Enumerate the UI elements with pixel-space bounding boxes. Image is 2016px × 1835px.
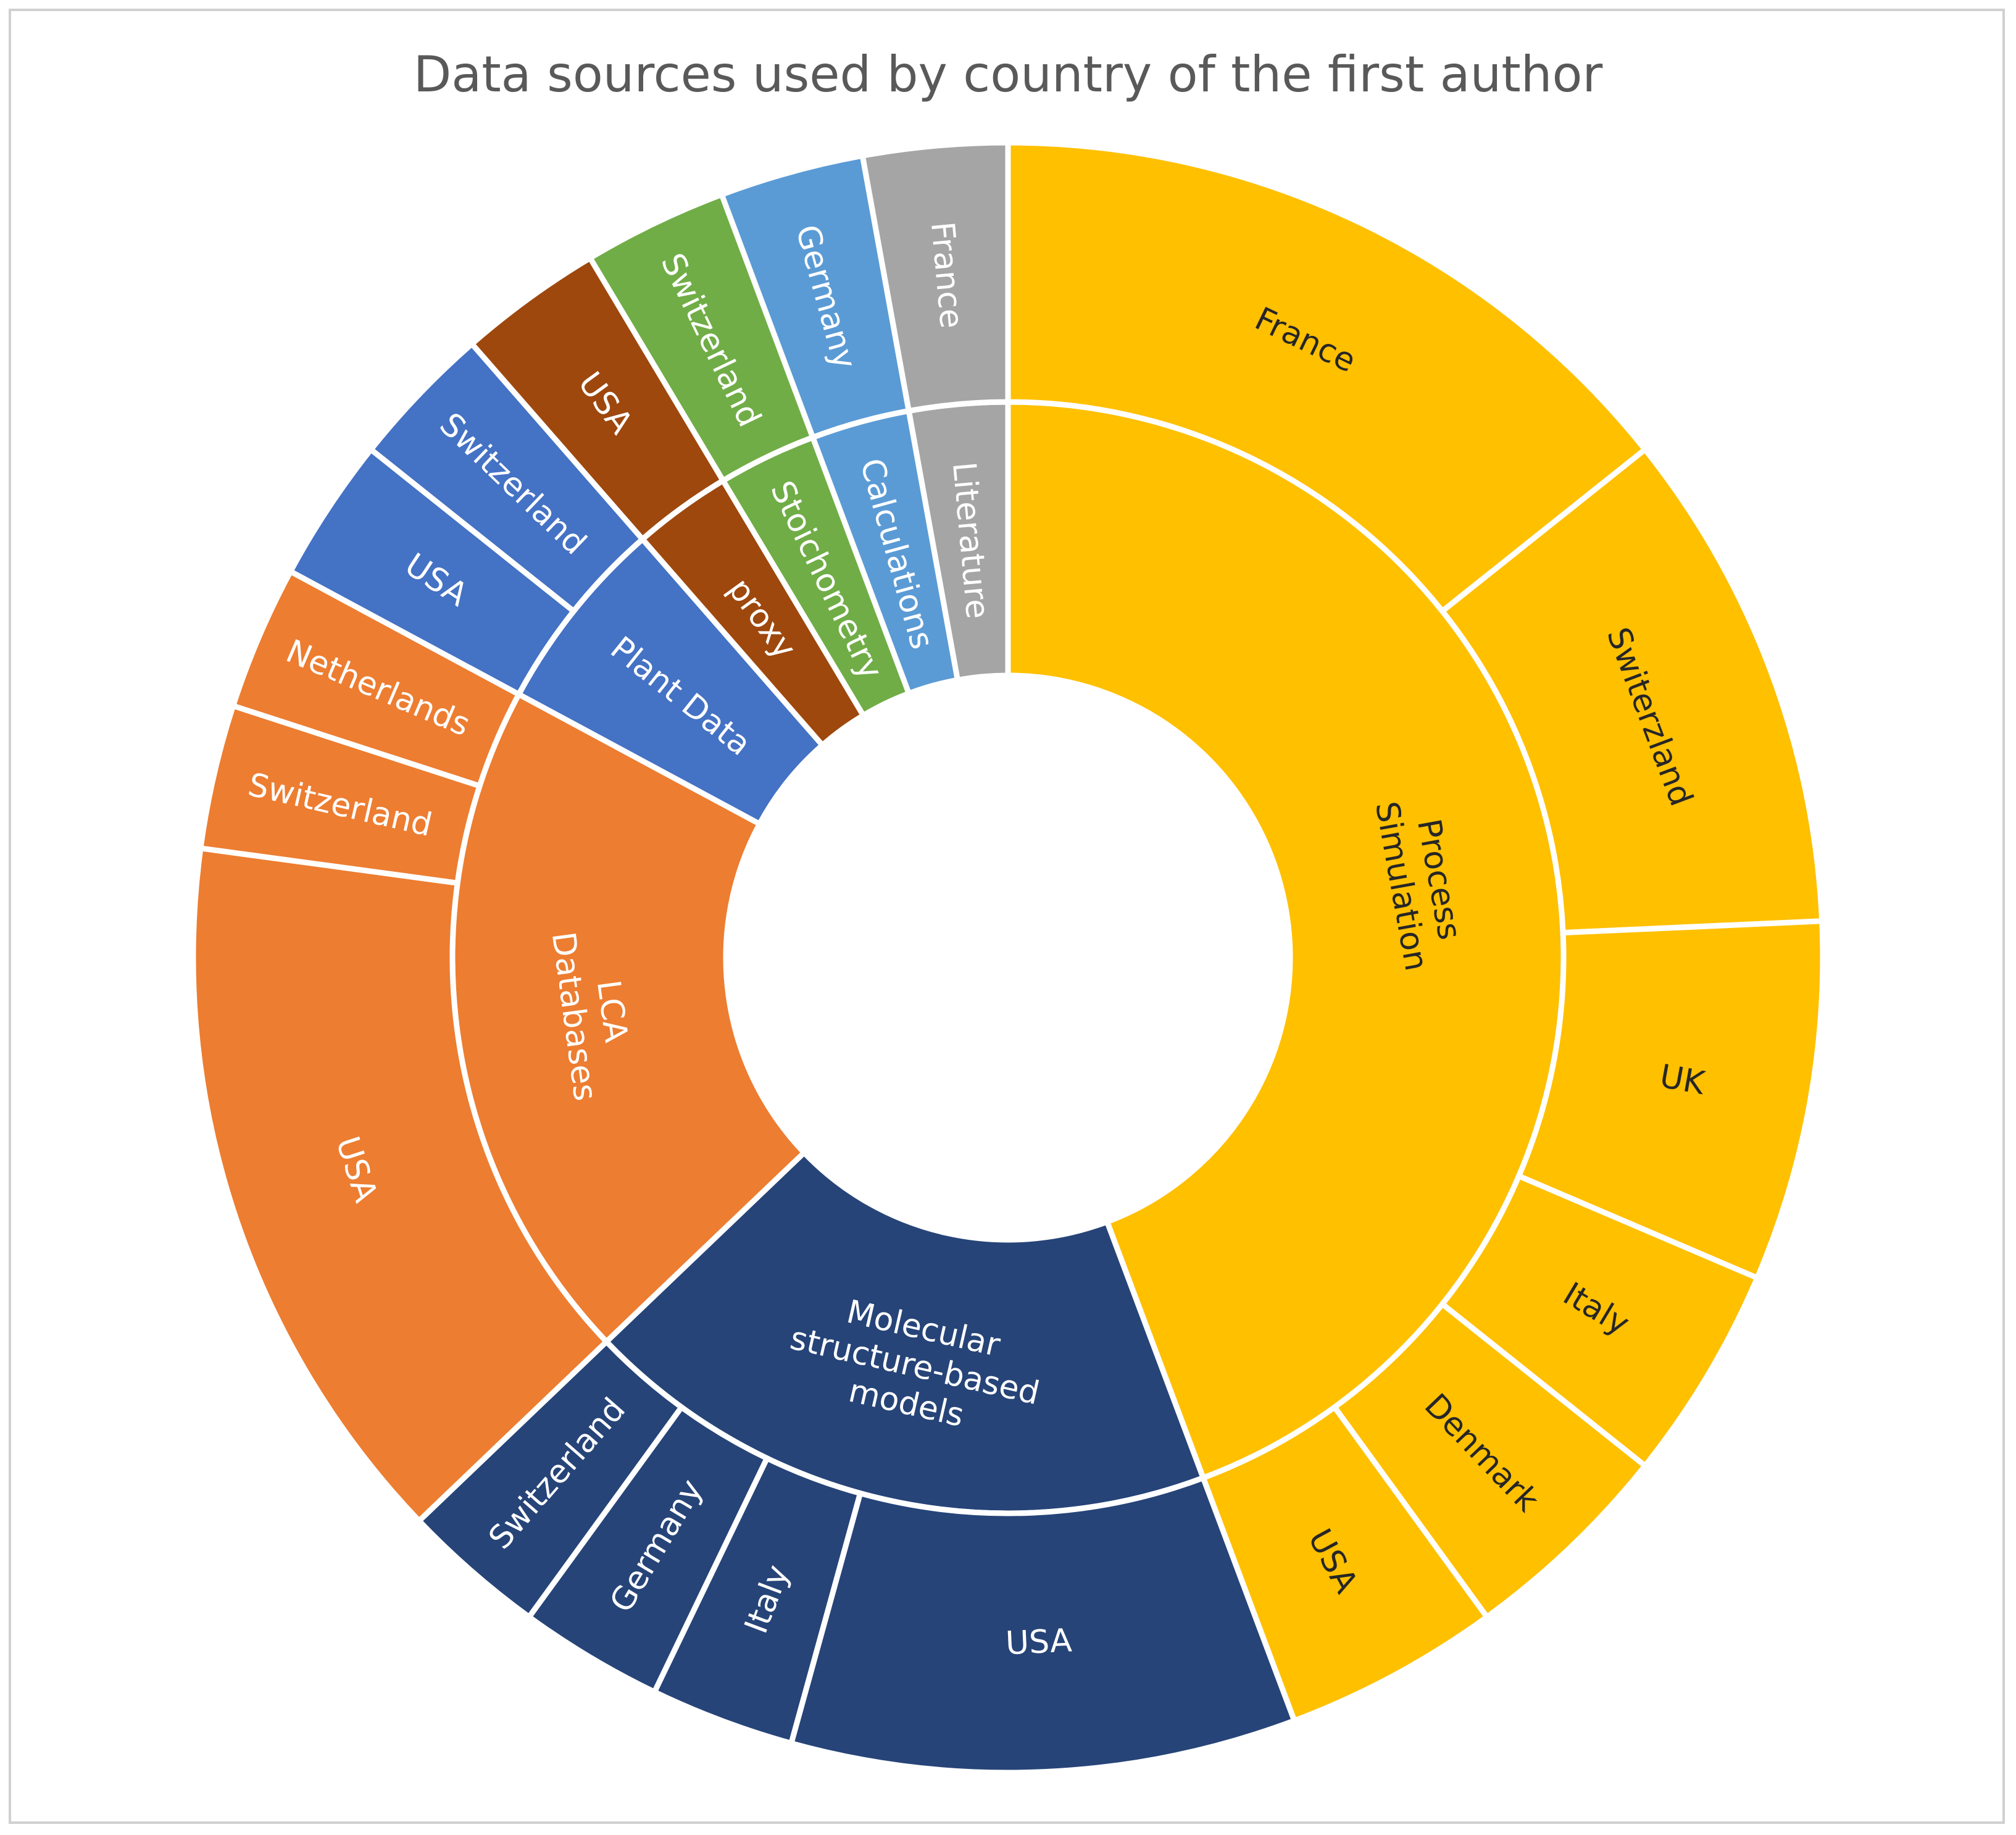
chart-title: Data sources used by country of the firs… xyxy=(413,46,1603,103)
outer-label-molecular-structure-based-models-usa: USA xyxy=(1005,1622,1073,1662)
outer-label-process-simulation-uk: UK xyxy=(1657,1058,1709,1102)
outer-segment-process-simulation-france xyxy=(1005,140,1649,616)
outer-segment-process-simulation-switerzland xyxy=(1438,445,1825,936)
outer-segment-literature-france xyxy=(859,140,1011,414)
outer-ring xyxy=(190,140,1826,1776)
outer-segment-lca-databases-usa xyxy=(190,845,610,1525)
outer-segment-molecular-structure-based-models-usa xyxy=(788,1474,1298,1776)
